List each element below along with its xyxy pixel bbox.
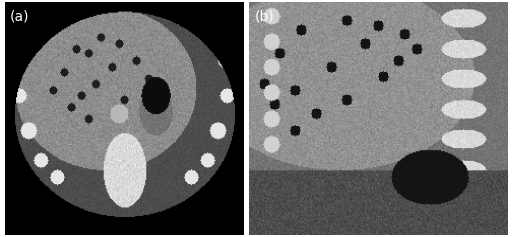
Text: (a): (a) [10, 9, 29, 23]
Text: (b): (b) [254, 9, 274, 23]
